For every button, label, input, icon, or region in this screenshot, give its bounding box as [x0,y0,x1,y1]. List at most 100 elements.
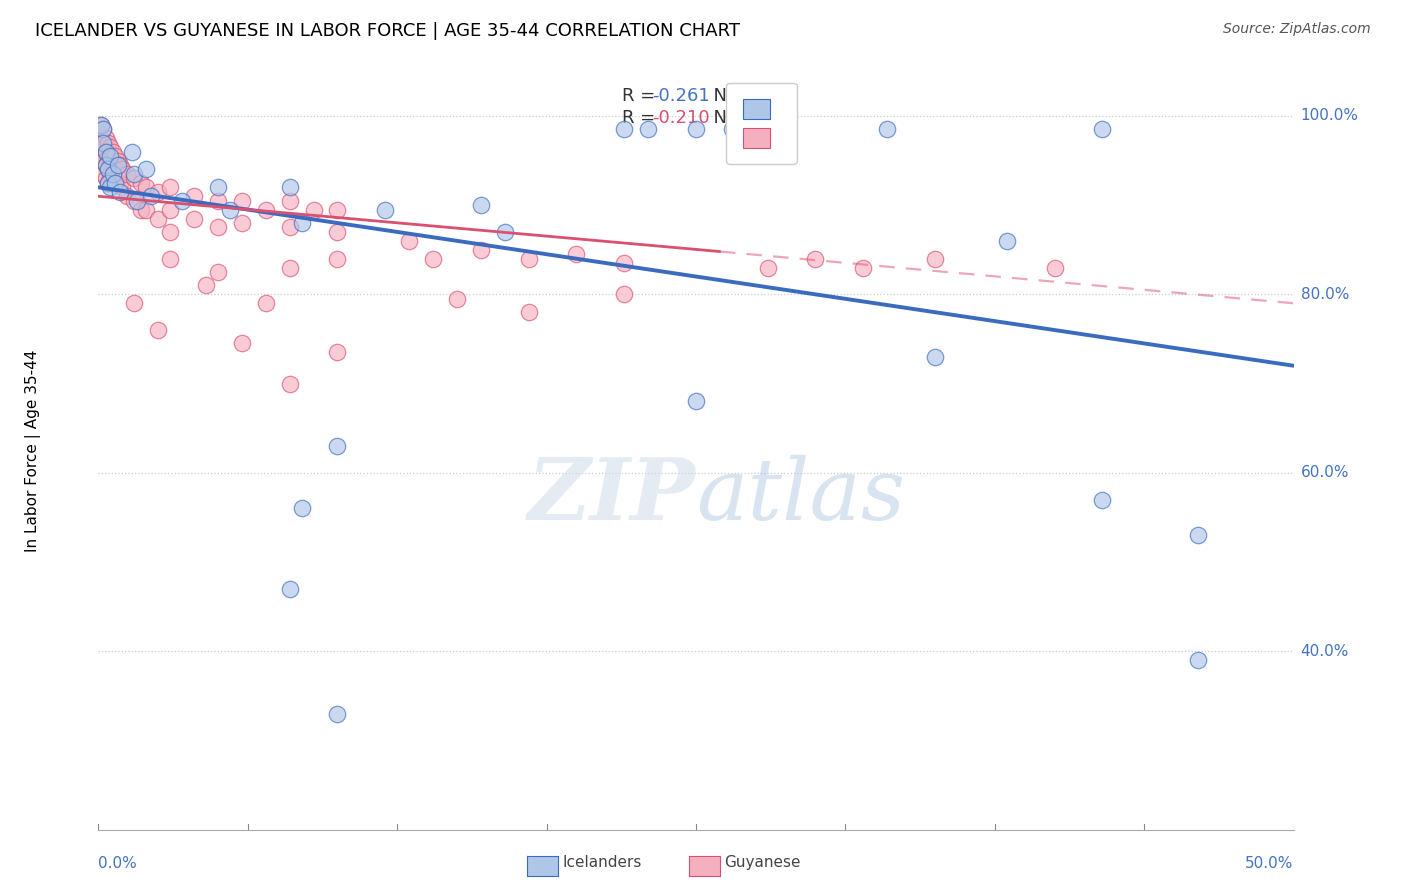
Point [470,198,492,212]
Point [97,136,120,150]
Point [115,167,138,181]
Point [183,211,205,226]
Point [1091,492,1114,507]
Point [91,153,114,168]
Point [98,149,122,163]
Point [111,180,134,194]
Point [90,131,112,145]
Legend: , : , [727,83,797,164]
Point [97,162,120,177]
Point [108,176,131,190]
Text: Icelanders: Icelanders [562,855,641,870]
Point [98,167,122,181]
Point [159,180,181,194]
Point [756,260,779,275]
Point [924,350,946,364]
Text: -0.261: -0.261 [652,87,710,105]
Text: ZIP: ZIP [529,454,696,538]
Text: 50.0%: 50.0% [1246,856,1294,871]
Point [278,260,301,275]
Point [685,122,707,136]
Point [91,140,114,154]
Point [124,194,146,208]
Point [183,189,205,203]
Point [446,292,468,306]
Point [101,158,124,172]
Point [326,345,349,359]
Point [195,278,218,293]
Text: In Labor Force | Age 35-44: In Labor Force | Age 35-44 [25,350,41,551]
Point [94,131,117,145]
Point [98,153,122,168]
Point [398,234,420,248]
Point [995,234,1018,248]
Point [876,122,898,136]
Point [94,158,117,172]
Point [115,189,138,203]
Point [90,145,112,159]
Point [207,194,229,208]
Point [101,167,124,181]
Point [131,176,153,190]
Point [422,252,444,266]
Point [107,171,129,186]
Text: ICELANDER VS GUYANESE IN LABOR FORCE | AGE 35-44 CORRELATION CHART: ICELANDER VS GUYANESE IN LABOR FORCE | A… [35,22,740,40]
Point [94,145,117,159]
Text: Source: ZipAtlas.com: Source: ZipAtlas.com [1223,22,1371,37]
Text: N =: N = [702,87,754,105]
Point [254,202,277,217]
Point [207,220,229,235]
Point [613,287,636,301]
Point [721,122,744,136]
Text: 43: 43 [733,87,756,105]
Point [852,260,875,275]
Point [326,252,349,266]
Point [104,176,127,190]
Point [148,185,170,199]
Point [374,202,396,217]
Point [148,211,170,226]
Point [90,118,112,132]
Point [302,202,325,217]
Point [124,167,146,181]
Point [231,216,253,230]
Text: 78: 78 [733,110,756,128]
Point [924,252,946,266]
Point [470,243,492,257]
Point [326,439,349,453]
Point [148,323,170,337]
Point [517,305,540,319]
Text: atlas: atlas [696,455,905,537]
Point [326,225,349,239]
Point [159,225,181,239]
Point [278,376,301,391]
Text: 0.0%: 0.0% [98,856,138,871]
Point [565,247,588,261]
Point [1091,122,1114,136]
Point [124,296,146,310]
Point [94,171,117,186]
Point [124,171,146,186]
Point [104,149,127,163]
Text: 80.0%: 80.0% [1301,287,1350,301]
Point [278,180,301,194]
Point [111,162,134,177]
Point [107,158,129,172]
Point [91,122,114,136]
Point [108,158,131,172]
Point [97,162,120,177]
Point [91,122,114,136]
Point [231,194,253,208]
Point [219,202,242,217]
Point [90,118,112,132]
Point [139,189,162,203]
Point [207,265,229,279]
Point [98,140,122,154]
Point [91,167,114,181]
Point [613,122,636,136]
Point [1187,653,1209,667]
Point [278,582,301,596]
Point [685,394,707,409]
Text: 100.0%: 100.0% [1301,109,1358,123]
Point [135,180,157,194]
